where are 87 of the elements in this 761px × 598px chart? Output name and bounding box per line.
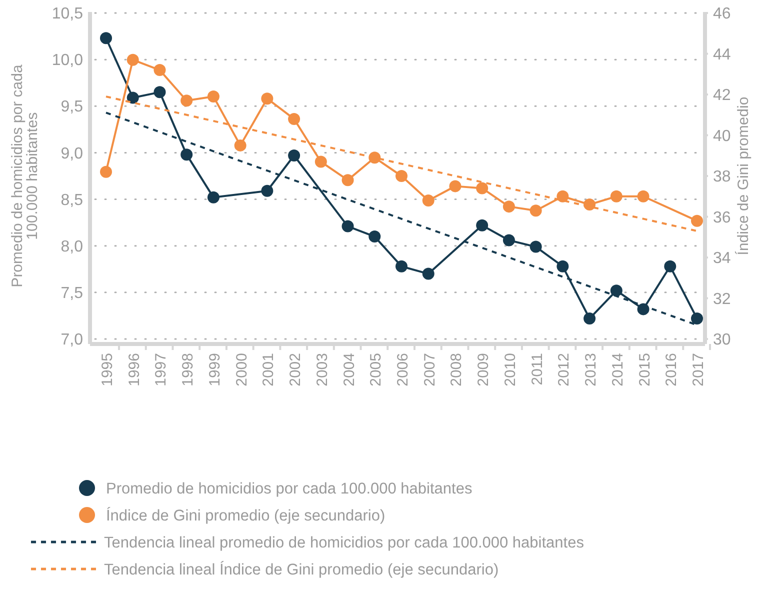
point bbox=[342, 220, 354, 232]
point bbox=[610, 284, 622, 297]
point bbox=[664, 260, 676, 272]
point bbox=[422, 268, 434, 280]
x-tick-label: 1999 bbox=[206, 353, 224, 386]
point bbox=[584, 198, 596, 211]
y2-tick-label: 36 bbox=[713, 209, 731, 226]
point bbox=[180, 148, 193, 161]
y-tick-label: 10,0 bbox=[52, 52, 84, 70]
point bbox=[691, 214, 703, 227]
x-tick-label: 2011 bbox=[528, 353, 546, 386]
point bbox=[476, 219, 488, 232]
x-tick-label: 2010 bbox=[502, 353, 519, 386]
legend-label: Promedio de homicidios por cada 100.000 habitantes bbox=[106, 480, 472, 498]
point bbox=[207, 90, 220, 103]
point bbox=[530, 240, 542, 253]
y2-tick-label: 30 bbox=[713, 332, 731, 349]
x-tick-label: 2014 bbox=[609, 353, 626, 386]
y2-tick-label: 42 bbox=[713, 87, 731, 104]
point bbox=[584, 312, 596, 325]
point bbox=[476, 182, 488, 194]
x-tick-label: 2017 bbox=[690, 353, 707, 386]
x-tick-label: 2009 bbox=[475, 353, 492, 386]
point bbox=[314, 156, 327, 168]
x-tick-label: 2004 bbox=[340, 353, 358, 386]
x-tick-label: 2013 bbox=[582, 353, 600, 386]
y2-tick-label: 40 bbox=[713, 128, 731, 145]
y2-tick-label: 32 bbox=[713, 290, 731, 308]
x-tick-label: 2016 bbox=[663, 353, 680, 386]
point bbox=[610, 190, 622, 202]
point bbox=[288, 112, 300, 125]
y-tick-label: 9,5 bbox=[60, 98, 84, 116]
x-tick-label: 2000 bbox=[233, 353, 250, 386]
point bbox=[422, 194, 434, 206]
point bbox=[691, 312, 703, 325]
point bbox=[502, 200, 515, 213]
point bbox=[556, 190, 569, 202]
y2-tick-label: 44 bbox=[713, 46, 731, 64]
y-tick-label: 7,0 bbox=[60, 332, 84, 349]
x-tick-label: 1996 bbox=[126, 353, 143, 386]
legend-label: Índice de Gini promedio (eje secundario) bbox=[106, 506, 386, 524]
x-tick-label: 1997 bbox=[152, 353, 170, 386]
point bbox=[126, 92, 139, 104]
x-tick-label: 1995 bbox=[99, 353, 116, 386]
legend-label: Tendencia lineal promedio de homicidios por cada 100.000 habitantes bbox=[104, 534, 584, 552]
x-tick-label: 2012 bbox=[556, 353, 573, 386]
point bbox=[368, 230, 381, 243]
point bbox=[154, 64, 166, 76]
point bbox=[288, 150, 300, 162]
point bbox=[396, 170, 408, 182]
point bbox=[100, 32, 112, 44]
x-tick-label: 2008 bbox=[448, 353, 466, 386]
y2-tick-label: 38 bbox=[713, 168, 731, 186]
point bbox=[637, 303, 650, 316]
y-tick-label: 7,5 bbox=[60, 285, 84, 302]
y2-tick-label: 34 bbox=[713, 250, 731, 268]
point bbox=[342, 174, 354, 186]
point bbox=[234, 139, 246, 152]
x-tick-label: 2015 bbox=[636, 353, 654, 386]
point bbox=[556, 260, 569, 272]
legend-label: Tendencia lineal Índice de Gini promedio (eje secundario) bbox=[104, 560, 499, 578]
y-axis-title: Promedio de homicidios por cada 100.000 habitantes bbox=[9, 64, 41, 288]
point bbox=[261, 184, 274, 197]
x-tick-label: 2006 bbox=[394, 353, 412, 386]
y2-axis-title: Índice de Gini promedio bbox=[734, 96, 752, 256]
y2-tick-label: 46 bbox=[713, 6, 731, 23]
point bbox=[126, 54, 139, 66]
point bbox=[154, 86, 166, 98]
point bbox=[261, 92, 274, 105]
point bbox=[637, 190, 650, 202]
point bbox=[502, 234, 515, 246]
x-tick-label: 2007 bbox=[421, 353, 438, 386]
y-tick-label: 10,5 bbox=[52, 6, 84, 23]
x-tick-label: 1998 bbox=[180, 353, 197, 386]
y-tick-label: 9,0 bbox=[60, 145, 84, 162]
point bbox=[530, 204, 542, 217]
y-tick-label: 8,0 bbox=[60, 238, 84, 256]
x-tick-label: 2003 bbox=[314, 353, 331, 386]
point bbox=[207, 191, 220, 204]
x-tick-label: 2001 bbox=[260, 353, 278, 386]
y-tick-label: 8,5 bbox=[60, 192, 84, 209]
x-tick-label: 2005 bbox=[368, 353, 385, 386]
point bbox=[449, 180, 462, 192]
point bbox=[396, 260, 408, 272]
point bbox=[100, 166, 112, 178]
point bbox=[180, 94, 193, 107]
x-tick-label: 2002 bbox=[287, 353, 304, 386]
